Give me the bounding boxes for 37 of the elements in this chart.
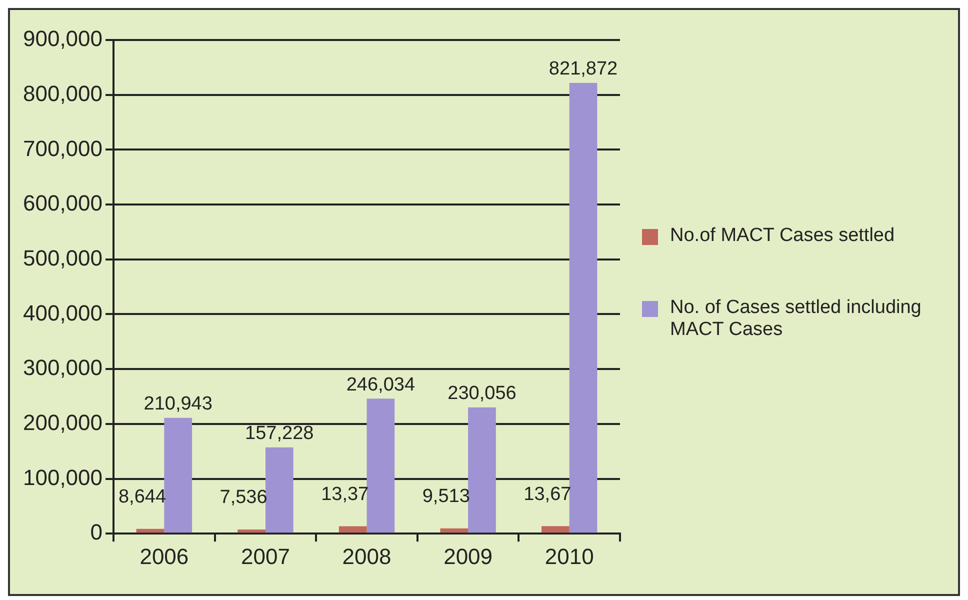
legend-label: No. of Cases settled including MACT Cases [670,297,922,341]
bar [338,526,367,533]
data-label: 8,644 [118,486,166,508]
x-tick-label: 2009 [444,544,493,569]
data-label: 230,056 [448,383,516,404]
annotation: 13,37 [321,484,369,505]
y-tick-label: 800,000 [22,80,103,106]
bar [541,526,570,533]
bar [468,407,496,533]
bar [164,418,192,533]
data-label: 157,228 [245,423,314,444]
y-tick-label: 0 [90,520,103,545]
bar [366,398,395,533]
annotation: 13,67 [524,484,572,505]
y-tick-label: 300,000 [22,355,103,380]
y-tick-label: 400,000 [22,300,103,326]
data-label: 821,872 [548,58,618,80]
data-label: 9,513 [422,486,470,508]
y-tick-label: 600,000 [22,190,103,216]
y-tick-label: 200,000 [22,410,103,435]
y-tick-label: 700,000 [22,136,103,161]
bar [440,528,468,533]
y-tick-label: 100,000 [22,464,103,490]
bar [265,447,294,533]
data-label: 246,034 [346,374,416,396]
x-tick-label: 2007 [240,544,290,569]
legend-label: No.of MACT Cases settled [670,225,895,247]
bar [238,529,266,533]
data-label: 210,943 [144,394,212,415]
y-tick-label: 500,000 [22,245,103,270]
data-label: 7,536 [220,487,268,508]
x-tick-label: 2010 [544,544,594,569]
y-tick-label: 900,000 [22,26,103,52]
x-tick-label: 2006 [140,544,189,569]
bar [569,82,598,533]
x-tick-label: 2008 [342,544,392,569]
bar [136,528,164,533]
